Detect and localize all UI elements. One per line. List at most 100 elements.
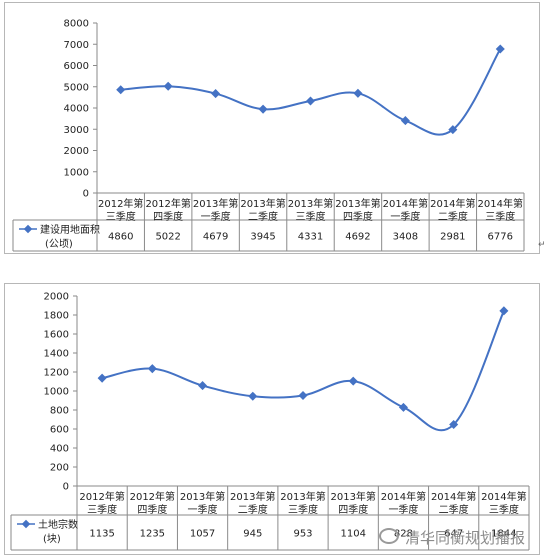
table-value-cell: 4679 [203, 232, 228, 243]
data-point-marker [305, 96, 316, 106]
category-label-line: 2014年第 [481, 490, 526, 503]
table-value-cell: 953 [293, 529, 312, 540]
chart-land-count: 0 200 400 600 800 1000 1200 1400 1600 1800 2000 201… [10, 292, 530, 551]
category-label-line: 三季度 [106, 210, 136, 223]
category-label-line: 三季度 [485, 210, 515, 223]
series-line [101, 310, 505, 432]
y-tick-label: 0 [63, 482, 69, 493]
table-value-cell: 2981 [440, 232, 465, 243]
y-tick-label: 0 [83, 189, 89, 200]
category-label-line: 二季度 [238, 503, 268, 516]
data-point-marker [398, 402, 408, 412]
data-point-marker [353, 88, 363, 98]
y-tick-label: 600 [50, 425, 69, 436]
data-point-marker [449, 420, 459, 430]
wechat-icon [378, 528, 399, 544]
table-value-cell: 1235 [140, 529, 165, 540]
category-label: 2013年第四季度 [330, 490, 375, 516]
category-label-line: 四季度 [338, 503, 368, 516]
chart-land-area: 0 1000 2000 3000 4000 5000 6000 7000 8000 2012年第三… [12, 19, 525, 252]
category-label-line: 三季度 [489, 503, 519, 516]
category-label-line: 2012年第 [98, 197, 143, 210]
y-tick-label: 4000 [64, 104, 89, 115]
category-label-line: 二季度 [438, 210, 468, 223]
table-value-cell: 1104 [340, 529, 365, 540]
category-label: 2012年第四季度 [145, 197, 190, 223]
category-label-line: 二季度 [248, 210, 278, 223]
table-value-cell: 647 [444, 529, 463, 540]
category-label-line: 四季度 [137, 503, 167, 516]
category-label-line: 2012年第 [145, 197, 190, 210]
category-label-line: 2014年第 [431, 490, 476, 503]
category-label-line: 2013年第 [230, 490, 275, 503]
category-label-line: 三季度 [296, 210, 326, 223]
y-tick-label: 1200 [44, 368, 69, 379]
category-label-line: 2014年第 [478, 197, 523, 210]
y-tick-label: 5000 [64, 82, 89, 93]
category-label-line: 2013年第 [180, 490, 225, 503]
table-value-cell: 828 [394, 529, 413, 540]
category-label-line: 2012年第 [130, 490, 175, 503]
y-tick-label: 1600 [44, 330, 69, 341]
legend-series-name-line: (公顷) [45, 238, 73, 250]
category-label: 2013年第三季度 [280, 490, 325, 516]
y-tick-label: 7000 [64, 40, 89, 51]
table-value-cell: 4692 [345, 232, 370, 243]
y-tick-label: 1000 [44, 387, 69, 398]
category-label: 2014年第二季度 [431, 490, 476, 516]
legend-series-name: 土地宗数 (块) [38, 518, 78, 545]
data-point-marker [163, 81, 173, 91]
category-label: 2013年第一季度 [193, 197, 238, 223]
y-tick-label: 400 [50, 444, 69, 455]
category-label: 2013年第三季度 [288, 197, 333, 223]
category-label: 2013年第二季度 [240, 197, 285, 223]
category-label-line: 一季度 [201, 210, 231, 223]
table-value-cell: 1057 [190, 529, 215, 540]
table-value-cell: 3408 [393, 232, 418, 243]
category-label: 2013年第二季度 [230, 490, 275, 516]
table-value-cell: 945 [243, 529, 262, 540]
data-point-marker [147, 364, 157, 374]
category-label-line: 一季度 [388, 503, 418, 516]
y-tick-label: 8000 [64, 19, 89, 30]
category-label-line: 一季度 [188, 503, 218, 516]
data-point-marker [258, 104, 268, 114]
table-value-cell: 4331 [298, 232, 323, 243]
category-label-line: 2013年第 [280, 490, 325, 503]
y-tick-label: 6000 [64, 61, 89, 72]
table-value-cell: 1135 [89, 529, 114, 540]
data-point-marker [211, 89, 221, 99]
watermark-text: 清华同衡规划播报 [404, 529, 525, 547]
y-tick-label: 1400 [44, 349, 69, 360]
category-label-line: 2013年第 [193, 197, 238, 210]
y-tick-label: 1800 [44, 311, 69, 322]
category-label: 2014年第一季度 [381, 490, 426, 516]
table-value-cell: 1844 [491, 529, 516, 540]
category-label: 2014年第三季度 [481, 490, 526, 516]
data-point-marker [116, 85, 126, 95]
data-point-marker [97, 373, 107, 383]
category-label: 2012年第三季度 [79, 490, 124, 516]
category-label-line: 二季度 [439, 503, 469, 516]
category-label: 2012年第三季度 [98, 197, 143, 223]
category-label-line: 2013年第 [240, 197, 285, 210]
return-mark: ↵ [538, 240, 545, 250]
category-label: 2013年第一季度 [180, 490, 225, 516]
table-value-cell: 5022 [155, 232, 180, 243]
legend-marker [23, 224, 33, 234]
category-label-line: 2014年第 [430, 197, 475, 210]
category-label-line: 四季度 [153, 210, 183, 223]
data-point-marker [400, 116, 410, 126]
category-label-line: 2014年第 [383, 197, 428, 210]
legend-marker [21, 519, 31, 529]
table-value-cell: 4860 [108, 232, 133, 243]
y-tick-label: 2000 [44, 292, 69, 303]
category-label: 2014年第三季度 [478, 197, 523, 223]
data-point-marker [495, 44, 505, 54]
category-label: 2014年第二季度 [430, 197, 475, 223]
data-point-marker [198, 381, 208, 391]
category-label: 2014年第一季度 [383, 197, 428, 223]
legend-series-name-line: 建设用地面积 [40, 223, 100, 236]
legend-series-name: 建设用地面积 (公顷) [40, 223, 100, 250]
legend-series-name-line: (块) [43, 533, 61, 545]
